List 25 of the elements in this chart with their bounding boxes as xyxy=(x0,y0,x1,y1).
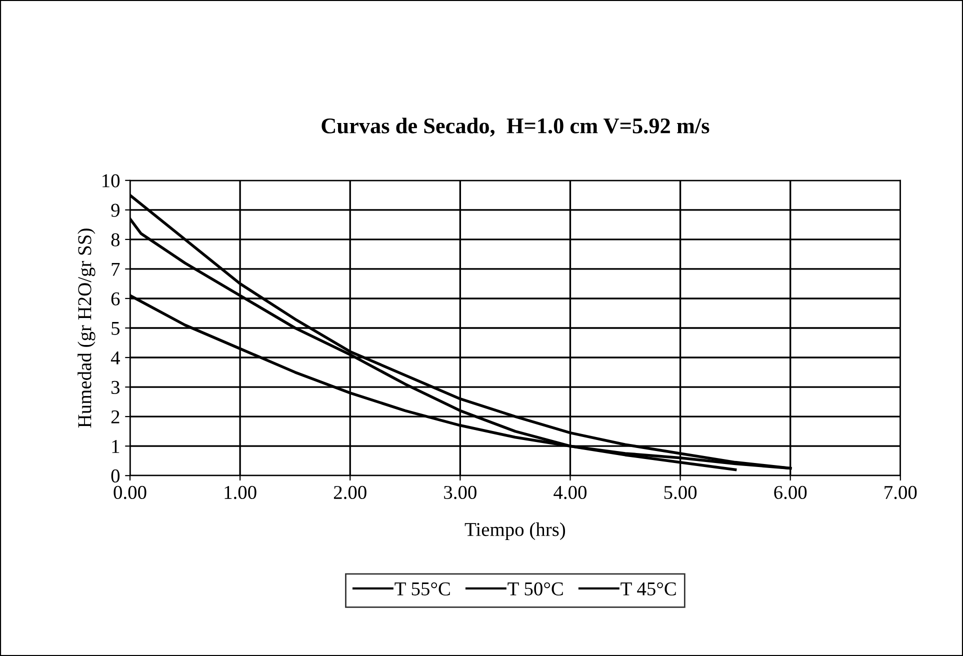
y-tick-label: 4 xyxy=(110,351,120,364)
y-tick-label: 1 xyxy=(112,440,120,453)
chart-title: Curvas de Secado, H=1.0 cm V=5.92 m/s xyxy=(322,118,710,137)
y-tick-label: 2 xyxy=(111,410,120,424)
y-tick-label: 10 xyxy=(102,174,120,188)
y-tick-label: 7 xyxy=(112,262,120,276)
x-tick-label: 6.00 xyxy=(774,486,807,500)
x-tick-label: 3.00 xyxy=(444,486,476,500)
x-tick-label: 7.00 xyxy=(884,486,917,500)
x-tick-label: 0.00 xyxy=(114,486,146,500)
y-tick-label: 5 xyxy=(112,322,120,335)
y-tick-label: 9 xyxy=(111,204,120,217)
y-tick-label: 0 xyxy=(111,469,120,483)
x-axis-title: Tiempo (hrs) xyxy=(464,522,566,540)
legend-label: T 50°C xyxy=(508,582,563,596)
x-tick-label: 4.00 xyxy=(554,486,587,500)
x-tick-label: 1.00 xyxy=(224,486,256,500)
y-tick-label: 8 xyxy=(111,233,120,246)
x-tick-label: 5.00 xyxy=(664,486,697,500)
y-tick-label: 3 xyxy=(111,380,120,394)
legend-label: T 55°C xyxy=(394,582,450,596)
y-axis-title: Humedad (gr H2O/gr SS) xyxy=(78,228,96,428)
y-tick-label: 6 xyxy=(111,292,120,306)
x-tick-label: 2.00 xyxy=(334,486,366,500)
legend-label: T 45°C xyxy=(620,582,676,596)
